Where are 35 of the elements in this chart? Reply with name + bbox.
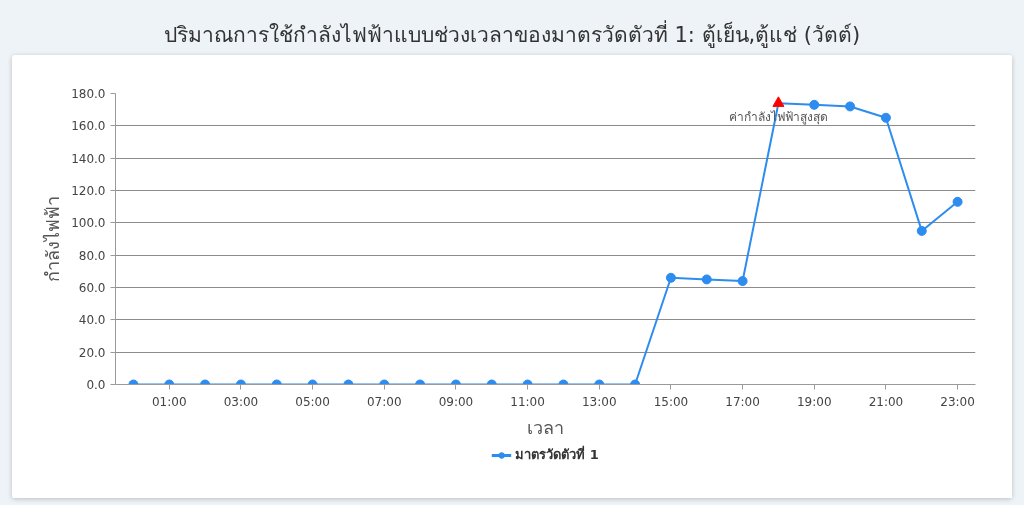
- x-tick-label: 09:00: [438, 394, 474, 409]
- chart-title: ปริมาณการใช้กำลังไฟฟ้าแบบช่วงเวลาของมาตรวัดตัวที่ 1: ตู้เย็น,ตู้แช่ (วัตต์): [163, 20, 861, 50]
- point: [737, 276, 748, 287]
- x-tick-label: 03:00: [223, 394, 259, 409]
- x-tick-label: 13:00: [581, 394, 617, 409]
- point: [701, 274, 712, 285]
- point: [665, 272, 676, 283]
- x-tick-label: 15:00: [653, 394, 689, 409]
- y-tick-label: 60.0: [78, 281, 106, 295]
- point: [845, 101, 856, 112]
- y-tick-label: 140.0: [71, 151, 106, 166]
- x-tick-label: 01:00: [151, 394, 187, 409]
- legend-label: มาตรวัดตัวที่ 1: [515, 444, 599, 464]
- point: [916, 225, 927, 236]
- point: [772, 96, 785, 107]
- y-tick-label: 80.0: [78, 248, 106, 263]
- y-tick-label: 160.0: [71, 119, 106, 134]
- x-tick-label: 05:00: [295, 394, 330, 409]
- y-tick-label: 120.0: [71, 184, 106, 198]
- x-axis-title: เวลา: [527, 416, 564, 438]
- y-tick-label: 100.0: [71, 216, 106, 231]
- y-tick-label: 0.0: [86, 378, 106, 392]
- point: [952, 196, 963, 207]
- y-tick-label: 20.0: [78, 345, 106, 360]
- point: [809, 99, 820, 110]
- x-tick-label: 11:00: [510, 394, 545, 409]
- point: [880, 112, 891, 123]
- x-tick-label: 21:00: [868, 394, 904, 409]
- x-tick-label: 07:00: [366, 394, 402, 409]
- x-tick-label: 23:00: [940, 394, 975, 409]
- y-axis-title: กำลังไฟฟ้า: [42, 196, 64, 282]
- x-tick-label: 19:00: [796, 394, 832, 409]
- x-tick-label: 17:00: [725, 394, 760, 409]
- y-tick-label: 180.0: [71, 87, 106, 101]
- y-tick-label: 40.0: [78, 313, 106, 328]
